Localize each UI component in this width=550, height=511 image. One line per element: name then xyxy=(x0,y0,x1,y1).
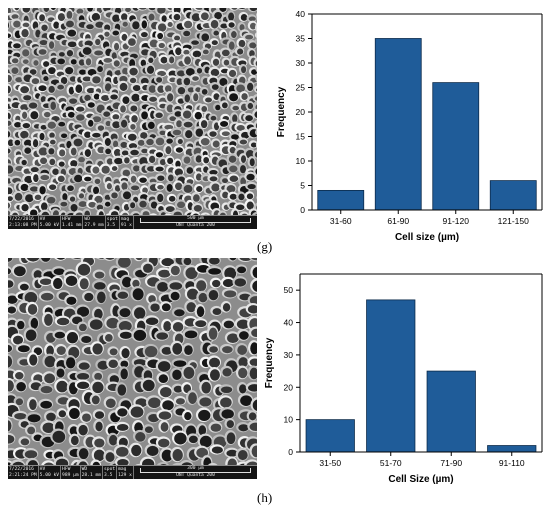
y-tick-label: 40 xyxy=(284,318,294,328)
y-tick-label: 0 xyxy=(300,205,305,215)
sem-info-bar-h: 7/22/2016 2:21:24 PM HV 5.00 kV HFW 989 … xyxy=(8,465,257,479)
x-tick-label: 51-70 xyxy=(380,458,402,468)
y-tick-label: 35 xyxy=(296,34,306,44)
histogram-bar xyxy=(317,189,365,211)
y-tick-label: 40 xyxy=(296,9,306,19)
scale-bar-label: 300 µm xyxy=(187,466,204,471)
sem-wd-g: WD 27.9 mm xyxy=(83,216,106,229)
y-axis-title: Frequency xyxy=(276,86,287,137)
sem-date: 7/22/2016 xyxy=(9,466,34,472)
sem-spot-header: spot xyxy=(104,466,116,472)
sem-hfw-value: 1.41 mm xyxy=(62,222,82,228)
histogram-bar xyxy=(366,299,416,453)
histogram-bar xyxy=(426,370,476,453)
sem-spot-value: 3.5 xyxy=(106,222,116,228)
sem-hfw-value: 989 µm xyxy=(62,472,79,478)
sem-hv-header: HV xyxy=(39,216,46,222)
histogram-bar xyxy=(489,180,537,211)
y-tick-label: 10 xyxy=(284,415,294,425)
x-tick-label: 31-50 xyxy=(319,458,341,468)
panel-label-h: (h) xyxy=(257,490,273,505)
sem-mag-g: mag 91 x xyxy=(120,216,134,229)
sem-spot-header: spot xyxy=(106,216,118,222)
sem-wd-header: WD xyxy=(84,216,90,222)
histogram-g: 0 5 10 15 20 25 30 35 40 31-60 61-90 91-120 121-150 C… xyxy=(268,4,548,244)
sem-scale-g: 500 µm UNT Quanta 200 xyxy=(134,216,257,229)
sem-time: 2:21:24 PM xyxy=(9,472,37,478)
sem-time: 2:13:08 PM xyxy=(9,222,37,228)
sem-wd-header: WD xyxy=(81,466,88,472)
sem-wd-value: 27.9 mm xyxy=(84,222,104,228)
x-axis-title: Cell Size (µm) xyxy=(388,474,453,485)
x-tick-label: 121-150 xyxy=(498,216,529,226)
instrument-label: UNT Quanta 200 xyxy=(176,472,215,478)
y-tick-label: 5 xyxy=(300,181,305,191)
y-tick-label: 15 xyxy=(296,132,306,142)
sem-image-g xyxy=(8,8,257,229)
panel-label-g: (g) xyxy=(257,239,273,254)
sem-hfw-header: HFW xyxy=(62,216,71,222)
instrument-label: UNT Quanta 200 xyxy=(176,222,215,228)
histogram-h: 0 10 20 30 40 50 31-50 51-70 71-90 91-110 Cell Siz… xyxy=(262,264,548,486)
sem-datetime-g: 7/22/2016 2:13:08 PM xyxy=(8,216,39,229)
y-axis-title: Frequency xyxy=(264,337,275,388)
sem-mag-header: mag xyxy=(120,216,130,222)
histogram-h-svg: 0 10 20 30 40 50 31-50 51-70 71-90 91-110 Cell Siz… xyxy=(264,273,543,485)
sem-hfw-h: HFW 989 µm xyxy=(61,466,81,479)
sem-micrograph-h: 7/22/2016 2:21:24 PM HV 5.00 kV HFW 989 … xyxy=(8,258,257,479)
sem-mag-value: 91 x xyxy=(120,222,132,228)
sem-micrograph-g: 7/22/2016 2:13:08 PM HV 5.00 kV HFW 1.41… xyxy=(8,8,257,229)
sem-mag-header: mag xyxy=(118,466,127,472)
y-tick-label: 20 xyxy=(296,107,306,117)
y-tick-label: 30 xyxy=(296,58,306,68)
sem-hv-value: 5.00 kV xyxy=(39,472,60,478)
sem-hfw-g: HFW 1.41 mm xyxy=(61,216,84,229)
sem-scale-h: 300 µm UNT Quanta 200 xyxy=(134,466,257,479)
scale-bar-label: 500 µm xyxy=(187,216,204,221)
sem-mag-h: mag 129 x xyxy=(117,466,134,479)
x-tick-label: 91-110 xyxy=(499,458,525,468)
sem-hfw-header: HFW xyxy=(62,466,71,472)
sem-mag-value: 129 x xyxy=(118,472,132,478)
sem-date: 7/22/2016 xyxy=(9,216,34,222)
foam-pores xyxy=(8,8,257,229)
sem-info-bar-g: 7/22/2016 2:13:08 PM HV 5.00 kV HFW 1.41… xyxy=(8,215,257,229)
sem-spot-g: spot 3.5 xyxy=(106,216,120,229)
sem-wd-value: 28.1 mm xyxy=(81,472,102,478)
sem-image-h xyxy=(8,258,257,476)
histogram-bar xyxy=(305,419,355,453)
y-tick-label: 20 xyxy=(284,382,294,392)
y-tick-label: 25 xyxy=(296,83,306,93)
y-tick-label: 50 xyxy=(284,285,294,295)
sem-spot-h: spot 3.5 xyxy=(103,466,118,479)
histogram-bar xyxy=(432,82,480,211)
x-tick-label: 91-120 xyxy=(443,216,470,226)
x-tick-label: 31-60 xyxy=(330,216,352,226)
sem-wd-h: WD 28.1 mm xyxy=(81,466,104,479)
x-tick-label: 71-90 xyxy=(440,458,462,468)
x-tick-label: 61-90 xyxy=(387,216,409,226)
histogram-g-svg: 0 5 10 15 20 25 30 35 40 31-60 61-90 91-120 121-150 C… xyxy=(276,9,543,243)
y-tick-label: 0 xyxy=(288,447,293,457)
scale-bar xyxy=(139,468,251,473)
sem-hv-header: HV xyxy=(39,466,46,472)
sem-hv-h: HV 5.00 kV xyxy=(39,466,62,479)
histogram-bar xyxy=(487,445,537,453)
y-tick-label: 10 xyxy=(296,156,306,166)
sem-hv-g: HV 5.00 kV xyxy=(39,216,62,229)
x-axis-title: Cell size (µm) xyxy=(395,232,459,243)
sem-spot-value: 3.5 xyxy=(104,472,113,478)
sem-datetime-h: 7/22/2016 2:21:24 PM xyxy=(8,466,39,479)
histogram-bar xyxy=(374,38,422,211)
y-tick-label: 30 xyxy=(284,350,294,360)
scale-bar xyxy=(139,218,251,223)
sem-hv-value: 5.00 kV xyxy=(39,222,60,228)
